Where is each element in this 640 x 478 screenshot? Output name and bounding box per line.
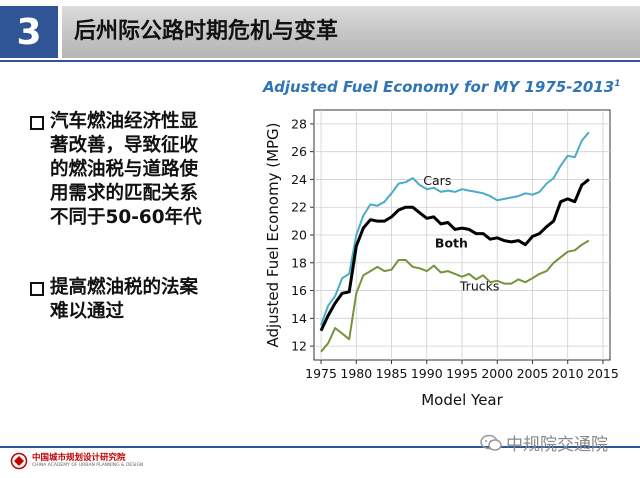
y-tick-label: 26 — [291, 144, 307, 159]
x-axis-label: Model Year — [421, 391, 503, 409]
x-tick-label: 1995 — [446, 366, 478, 381]
y-axis-label: Adjusted Fuel Economy (MPG) — [264, 122, 282, 347]
series-label-both: Both — [435, 236, 468, 251]
bullet-text-line: 难以通过 — [50, 301, 125, 322]
slide-number: 3 — [0, 6, 58, 58]
watermark-text: 中规院交通院 — [506, 435, 608, 455]
y-tick-label: 20 — [291, 228, 307, 243]
y-tick-label: 24 — [291, 172, 307, 187]
chart-title-footnote: 1 — [614, 79, 621, 89]
x-tick-label: 1980 — [340, 366, 372, 381]
x-tick-label: 2015 — [587, 366, 619, 381]
x-tick-label: 1985 — [376, 366, 408, 381]
y-tick-label: 12 — [291, 339, 307, 354]
bullet-text-line: 的燃油税与道路使 — [50, 159, 199, 180]
bullet-text-line: 不同于50-60年代 — [50, 207, 202, 228]
bullet-item: 汽车燃油经济性显 著改善，导致征收 的燃油税与道路使 用需求的匹配关系 不同于5… — [30, 110, 230, 230]
square-bullet-icon — [30, 116, 44, 130]
y-tick-label: 14 — [291, 311, 307, 326]
series-label-cars: Cars — [423, 173, 451, 188]
x-tick-label: 2005 — [517, 366, 549, 381]
header-divider — [0, 60, 640, 62]
x-tick-label: 1990 — [411, 366, 443, 381]
square-bullet-icon — [30, 282, 44, 296]
org-name-cn: 中国城市规划设计研究院 — [32, 453, 126, 463]
chart-title: Adjusted Fuel Economy for MY 1975-20131 — [263, 78, 620, 96]
bullet-text-line: 用需求的匹配关系 — [50, 183, 199, 204]
bullet-text-line: 提高燃油税的法案 — [50, 277, 199, 298]
org-name-en: CHINA ACADEMY OF URBAN PLANNING & DESIGN — [32, 463, 144, 468]
wechat-icon — [480, 434, 502, 451]
bullet-text-line: 汽车燃油经济性显 — [50, 111, 199, 132]
y-tick-label: 16 — [291, 283, 307, 298]
series-line-both — [319, 178, 590, 332]
x-tick-label: 2000 — [481, 366, 513, 381]
series-label-trucks: Trucks — [459, 279, 499, 294]
x-tick-label: 1975 — [305, 366, 337, 381]
chart-title-text: Adjusted Fuel Economy for MY 1975-2013 — [263, 78, 615, 96]
org-logo-icon — [10, 452, 28, 470]
bullet-item: 提高燃油税的法案 难以通过 — [30, 276, 230, 324]
y-tick-label: 22 — [291, 200, 307, 215]
x-tick-label: 2010 — [552, 366, 584, 381]
footer-divider — [0, 446, 640, 448]
series-line-trucks — [320, 239, 590, 353]
y-tick-label: 28 — [291, 116, 307, 131]
wechat-watermark: 中规院交通院 — [480, 430, 608, 455]
series-line-cars — [320, 131, 590, 326]
header-band — [62, 6, 640, 58]
org-logo: 中国城市规划设计研究院 CHINA ACADEMY OF URBAN PLANN… — [10, 452, 143, 470]
slide-title: 后州际公路时期危机与变革 — [74, 19, 339, 44]
bullet-text-line: 著改善，导致征收 — [50, 135, 199, 156]
y-tick-label: 18 — [291, 255, 307, 270]
